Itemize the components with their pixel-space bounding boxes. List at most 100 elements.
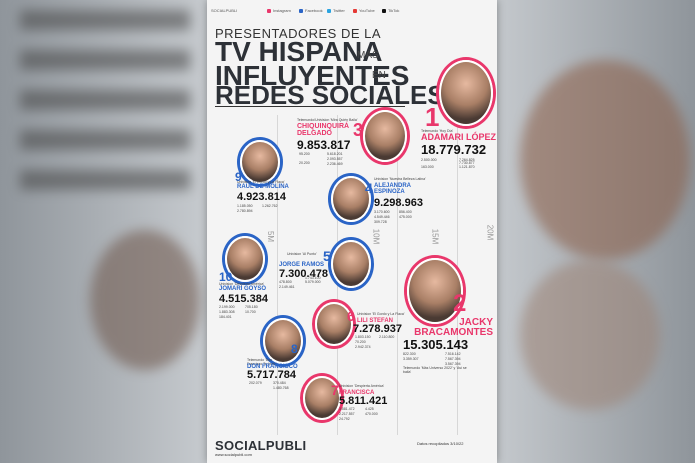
presenter-name: JORGE RAMOS xyxy=(279,262,325,268)
stat: 1.743.100 xyxy=(305,276,321,280)
blurred-right-portrait-2 xyxy=(520,260,660,410)
presenter-note: Univision 'Nuestra Belleza Latina' xyxy=(374,177,426,181)
network-label: TikTok xyxy=(388,8,400,13)
brand-url: www.socialpubli.com xyxy=(215,452,252,457)
rank-number: 1 xyxy=(425,102,440,132)
stat: 2.110.800 xyxy=(379,335,395,339)
network-label: Facebook xyxy=(305,8,323,13)
stat: 20.200 xyxy=(299,161,310,165)
presenter-total: 5.811.421 xyxy=(339,395,388,407)
presenter-photo xyxy=(315,302,353,346)
presenter-note: Univision 'Al Punto' xyxy=(287,252,317,256)
stat: 24.792 xyxy=(339,417,350,421)
stat: 3.581.472 xyxy=(339,407,355,411)
scale-label: 5M xyxy=(266,230,276,243)
presenter-photo xyxy=(240,140,280,184)
scale-label: 20M xyxy=(485,224,495,241)
rank-number: 7 xyxy=(331,382,339,398)
presenter-total: 7.278.937 xyxy=(353,323,402,335)
stat: 7.264.825 xyxy=(459,158,475,162)
title-underline xyxy=(215,106,405,107)
presenter-note: Telemundo 'Más Universo 2022' y 'Así se … xyxy=(403,366,467,375)
stat: 478.800 xyxy=(279,280,292,284)
stat: 184.401 xyxy=(219,315,232,319)
stat: 3.170.600 xyxy=(374,210,390,214)
presenter-total: 9.298.963 xyxy=(374,197,423,209)
presenter-total: 18.779.732 xyxy=(421,142,487,157)
stat: 1.262.762 xyxy=(262,204,278,208)
network-label: YouTube xyxy=(359,8,375,13)
blurred-left-portrait xyxy=(90,230,200,370)
title-line-1: PRESENTADORES DE LA xyxy=(215,26,382,41)
presenter-name: FRANCISCA xyxy=(339,390,375,396)
rank-number: 6 xyxy=(347,308,355,324)
stat: 5.618.201 xyxy=(327,152,343,156)
twitter-icon xyxy=(327,8,331,13)
facebook-icon xyxy=(299,8,303,13)
stat: 1.480.768 xyxy=(273,386,289,390)
presenter-name: JOMARI GOYSO xyxy=(219,286,267,292)
title-line-3: INFLUYENTES xyxy=(215,60,410,91)
title-line-2: TV HISPANA xyxy=(215,36,383,67)
stat: 5.079.000 xyxy=(305,280,321,284)
stat: 2.942.374 xyxy=(355,345,371,349)
blurred-right-portrait xyxy=(520,60,690,260)
title-mas: MÁS xyxy=(357,50,379,61)
presenter-photo xyxy=(263,318,303,364)
scale-label: 15M xyxy=(430,228,440,245)
scale-label: 10M xyxy=(371,228,381,245)
stat: 475.000 xyxy=(399,215,412,219)
stat: 70.200 xyxy=(355,340,366,344)
presenter-photo xyxy=(303,376,341,420)
presenter-photo xyxy=(363,110,407,162)
brand-logo: SOCIALPUBLI xyxy=(215,438,307,453)
rank-number: 4 xyxy=(365,180,373,196)
presenter-note: Telemundo 'Don Francisco Te Invita' xyxy=(247,358,277,367)
youtube-icon xyxy=(353,8,357,13)
stat: 309.728 xyxy=(374,220,387,224)
presenter-name: CHIQUINQUIRÁ DELGADO xyxy=(297,123,350,137)
stat: 1.185.050 xyxy=(237,204,253,208)
presenter-photo xyxy=(439,60,493,126)
grid-line-15m xyxy=(397,115,398,435)
stat: 7.516.142 xyxy=(445,352,461,356)
presenter-name: DON FRANCISCO xyxy=(247,364,298,370)
stat: 370.484 xyxy=(273,381,286,385)
presenter-photo xyxy=(225,236,265,282)
stat: 705.180 xyxy=(245,305,258,309)
stat: 3.359.307 xyxy=(403,357,419,361)
title-en: EN xyxy=(372,70,386,81)
rank-number: 2 xyxy=(453,290,467,317)
tiktok-icon xyxy=(382,8,386,13)
instagram-icon xyxy=(267,8,271,13)
presenter-name: ALEJANDRA ESPINOZA xyxy=(374,183,411,195)
data-note: Datos recopilados 3/10/22 xyxy=(417,441,464,446)
stat: 10.700 xyxy=(245,310,256,314)
presenter-name: JACKY BRACAMONTES xyxy=(414,317,493,338)
presenter-note: Univision 'El Gordo y La Flaca' xyxy=(357,312,405,316)
stat: 7.567.394 xyxy=(445,357,461,361)
stat: 1.883.308 xyxy=(219,310,235,314)
presenter-total: 4.515.384 xyxy=(219,293,268,305)
rank-number: 8 xyxy=(291,342,298,356)
stat: 822.300 xyxy=(403,352,416,356)
presenter-note: Telemundo 'Hoy Día' xyxy=(421,129,454,133)
presenter-photo xyxy=(407,258,463,324)
handle-label: SOCIALPUBLI xyxy=(211,8,238,13)
stat: 1.121.870 xyxy=(459,165,475,169)
stat: 4.549.446 xyxy=(374,215,390,219)
presenter-note: Univision 'El Gordo y La Flaca' xyxy=(237,180,285,184)
rank-number: 9 xyxy=(235,170,242,184)
stat: 2.217.557 xyxy=(339,412,355,416)
rank-number: 5 xyxy=(323,248,331,264)
presenter-total: 7.300.478 xyxy=(279,268,328,280)
stat: 2.500.000 xyxy=(421,158,437,162)
presenter-note: Telemundo/Univision 'Mira Quién Baila' xyxy=(297,118,358,122)
stat: 2.149.461 xyxy=(279,285,295,289)
stat: 202.079 xyxy=(249,381,262,385)
presenter-total: 9.853.817 xyxy=(297,138,351,152)
presenter-total: 5.717.784 xyxy=(247,369,296,381)
stat: 2.236.469 xyxy=(327,162,343,166)
presenter-name: ADAMARI LÓPEZ xyxy=(421,132,496,142)
network-label: Instagram xyxy=(273,8,291,13)
